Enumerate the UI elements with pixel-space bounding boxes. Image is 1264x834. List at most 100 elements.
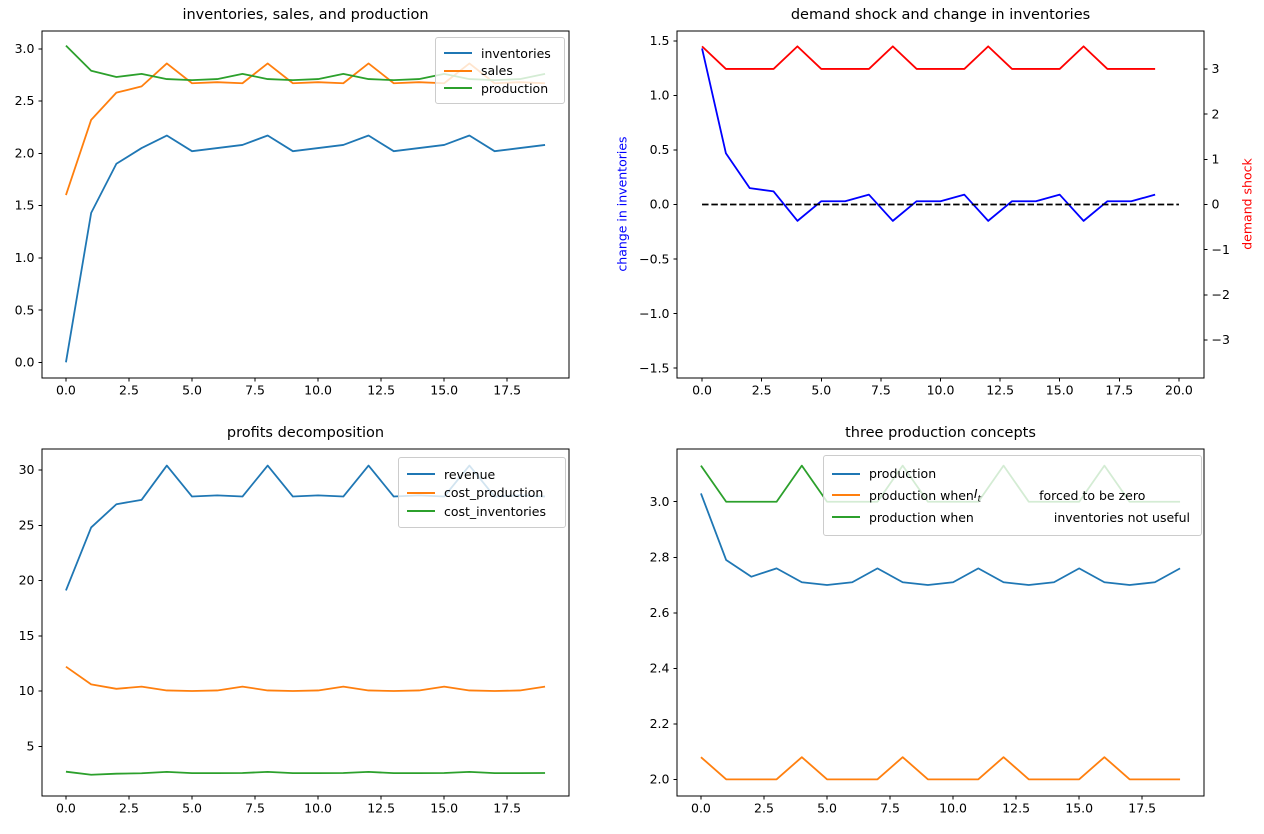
legend-label: cost_production — [444, 485, 544, 500]
legend-entry: production when inventories not useful — [832, 510, 1193, 525]
y-tick-label: 2.0 — [650, 772, 670, 787]
x-tick-label: 0.0 — [691, 801, 711, 816]
x-tick-label: 10.0 — [304, 383, 332, 398]
x-tick-label: 15.0 — [430, 801, 458, 816]
y-tick-right-label: 3 — [1212, 61, 1220, 76]
legend-label: forced to be zero — [1039, 487, 1146, 503]
y-tick-label: −0.5 — [639, 251, 669, 266]
legend-label: inventories not useful — [1053, 509, 1190, 525]
x-tick-label: 12.5 — [986, 383, 1014, 398]
legend-line-sample — [407, 473, 435, 475]
profits-decomposition-axes-frame — [41, 448, 570, 797]
x-tick-label: 0.0 — [692, 383, 712, 398]
y-tick-label: 0.5 — [650, 142, 670, 157]
y-tick-right-label: −1 — [1212, 242, 1230, 257]
x-tick-label: 7.5 — [245, 801, 265, 816]
y-tick-label: 2.5 — [15, 93, 35, 108]
legend-label: sales — [481, 63, 513, 78]
legend-line-sample — [444, 69, 472, 72]
legend-entry: inventories — [444, 46, 556, 61]
legend-entry: production when It forced to be zero — [832, 486, 1193, 505]
y-tick-label: 1.0 — [650, 88, 670, 103]
legend-line-sample — [407, 510, 435, 512]
x-tick-label: 5.0 — [817, 801, 837, 816]
y-tick-label: 0.5 — [15, 302, 35, 317]
x-tick-label: 2.5 — [752, 383, 772, 398]
x-tick-label: 17.5 — [493, 383, 521, 398]
x-tick-label: 5.0 — [182, 801, 202, 816]
x-tick-label: 0.0 — [56, 383, 76, 398]
y-tick-right-label: −3 — [1212, 332, 1230, 347]
y-tick-label: 0.0 — [15, 355, 35, 370]
legend-line-sample — [832, 494, 860, 497]
production-when-It-forced-to-be-zero-line — [700, 756, 1181, 781]
y-tick-label: 1.5 — [15, 198, 35, 213]
x-tick-label: 20.0 — [1165, 383, 1193, 398]
legend-three-production-concepts: production production when It forced to be… — [823, 455, 1202, 536]
legend-label-gap — [981, 495, 1039, 496]
legend-entry: production — [832, 466, 1193, 481]
y-tick-label: 30 — [19, 462, 35, 477]
y-tick-right-label: 1 — [1212, 152, 1220, 167]
y-tick-label: 2.4 — [650, 661, 670, 676]
legend-inventories-sales-production: inventories sales production — [435, 37, 565, 104]
x-tick-label: 15.0 — [1065, 801, 1093, 816]
y-axis-label-demand-shock: demand shock — [1239, 158, 1255, 250]
legend-entry: sales — [444, 63, 556, 78]
x-tick-label: 17.5 — [493, 801, 521, 816]
y-tick-label: 15 — [19, 628, 35, 643]
x-tick-label: 2.5 — [119, 383, 139, 398]
inventories-line — [65, 134, 546, 363]
legend-entry: cost_inventories — [407, 504, 557, 519]
x-tick-label: 7.5 — [245, 383, 265, 398]
y-tick-label: 3.0 — [15, 41, 35, 56]
x-tick-label: 10.0 — [927, 383, 955, 398]
x-tick-label: 15.0 — [430, 383, 458, 398]
y-tick-label: 2.0 — [15, 145, 35, 160]
y-tick-label: 2.2 — [650, 716, 670, 731]
x-tick-label: 7.5 — [880, 801, 900, 816]
legend-line-sample — [832, 516, 860, 518]
x-tick-label: 12.5 — [1002, 801, 1030, 816]
x-tick-label: 5.0 — [182, 383, 202, 398]
x-tick-label: 17.5 — [1128, 801, 1156, 816]
legend-line-sample — [444, 87, 472, 89]
demand-shock-line — [701, 45, 1156, 70]
y-tick-right-label: −2 — [1212, 287, 1230, 302]
y-tick-label: −1.5 — [639, 360, 669, 375]
plot-title-demand-shock: demand shock and change in inventories — [790, 7, 1091, 23]
x-tick-label: 10.0 — [304, 801, 332, 816]
plot-title-inventories-sales-production: inventories, sales, and production — [182, 7, 429, 23]
plot-title-three-production-concepts: three production concepts — [845, 425, 1036, 441]
legend-line-sample — [832, 472, 860, 475]
x-tick-label: 17.5 — [1105, 383, 1133, 398]
x-tick-label: 5.0 — [811, 383, 831, 398]
legend-profits-decomposition: revenue cost_production cost_inventories — [398, 457, 566, 528]
legend-label: inventories — [481, 45, 551, 61]
legend-entry: cost_production — [407, 485, 557, 500]
legend-label: revenue — [444, 466, 496, 482]
y-tick-label: 0.0 — [650, 197, 670, 212]
cost_inventories-line — [65, 770, 546, 776]
legend-label: production when — [869, 509, 974, 525]
y-tick-label: 10 — [19, 683, 35, 698]
three-production-concepts-axes-frame — [676, 448, 1205, 797]
x-tick-label: 15.0 — [1046, 383, 1074, 398]
x-tick-label: 0.0 — [56, 801, 76, 816]
y-tick-label: 20 — [19, 573, 35, 588]
x-tick-label: 2.5 — [754, 801, 774, 816]
legend-label: cost_inventories — [444, 503, 546, 519]
y-tick-label: 1.0 — [15, 250, 35, 265]
y-tick-label: −1.0 — [639, 306, 669, 321]
y-tick-label: 5 — [27, 738, 35, 753]
x-tick-label: 10.0 — [939, 801, 967, 816]
y-tick-right-label: 0 — [1212, 197, 1220, 212]
inventories-sales-production-axes-frame — [41, 30, 570, 379]
y-tick-label: 3.0 — [650, 494, 670, 509]
x-tick-label: 12.5 — [367, 383, 395, 398]
y-tick-label: 25 — [19, 517, 35, 532]
legend-label-gap — [974, 517, 1054, 518]
change-in-inventories-line — [701, 48, 1156, 222]
